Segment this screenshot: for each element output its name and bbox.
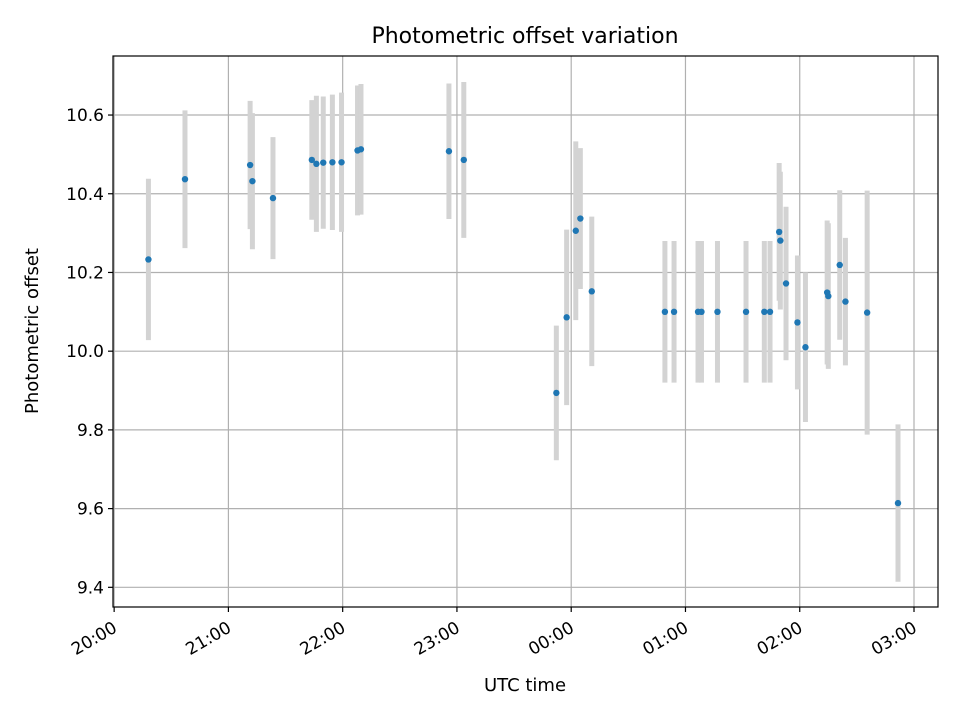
data-point	[329, 159, 336, 166]
data-point	[777, 237, 784, 244]
data-points	[145, 146, 902, 507]
data-point	[553, 389, 560, 397]
data-point	[357, 146, 365, 153]
data-point	[775, 228, 783, 236]
data-point	[181, 175, 189, 183]
data-point	[246, 161, 254, 169]
data-point	[670, 308, 678, 316]
x-tick-label: 21:00	[182, 618, 234, 660]
axis-ticks: 20:00 21:00 22:00 23:00 00:00 01:00 02:00 03:00…	[66, 106, 920, 660]
data-point	[338, 159, 345, 166]
data-point	[563, 314, 570, 321]
data-point	[836, 261, 843, 269]
x-tick-label: 00:00	[525, 618, 577, 660]
x-tick-label: 03:00	[868, 618, 920, 660]
x-tick-label: 02:00	[754, 618, 806, 660]
data-point	[445, 148, 453, 155]
y-tick-label: 9.4	[77, 578, 104, 598]
data-point	[460, 156, 467, 164]
data-point	[572, 227, 579, 234]
data-point	[320, 159, 327, 166]
plot-frame	[112, 55, 939, 608]
data-point	[698, 308, 705, 316]
data-point	[794, 319, 801, 326]
y-tick-label: 9.8	[77, 421, 104, 441]
x-tick-label: 23:00	[411, 618, 463, 660]
data-point	[249, 177, 256, 185]
data-point	[714, 308, 721, 316]
data-point	[825, 292, 832, 300]
data-point	[782, 280, 790, 287]
y-tick-label: 9.6	[77, 500, 104, 520]
data-point	[269, 194, 277, 202]
data-point	[766, 308, 774, 316]
x-tick-label: 22:00	[297, 618, 349, 660]
data-point	[588, 288, 595, 295]
data-point	[313, 160, 320, 168]
chart-title: Photometric offset variation	[371, 24, 678, 49]
y-tick-label: 10.2	[66, 263, 104, 283]
y-tick-label: 10.6	[66, 106, 104, 126]
data-point	[894, 499, 902, 507]
data-point	[761, 308, 768, 316]
x-tick-label: 01:00	[640, 618, 692, 660]
data-point	[842, 298, 849, 305]
x-axis-label: UTC time	[484, 675, 566, 696]
data-point	[802, 344, 809, 351]
data-point	[863, 309, 871, 316]
y-tick-label: 10.4	[66, 185, 104, 205]
data-point	[145, 256, 152, 263]
data-point	[308, 156, 316, 164]
y-tick-label: 10.0	[66, 342, 104, 362]
y-axis-label: Photometric offset	[22, 248, 43, 414]
data-point	[742, 308, 750, 316]
data-point	[661, 308, 669, 316]
grid-lines	[113, 56, 938, 607]
error-bars	[145, 81, 901, 582]
x-tick-label: 20:00	[68, 618, 120, 660]
data-point	[577, 215, 584, 222]
